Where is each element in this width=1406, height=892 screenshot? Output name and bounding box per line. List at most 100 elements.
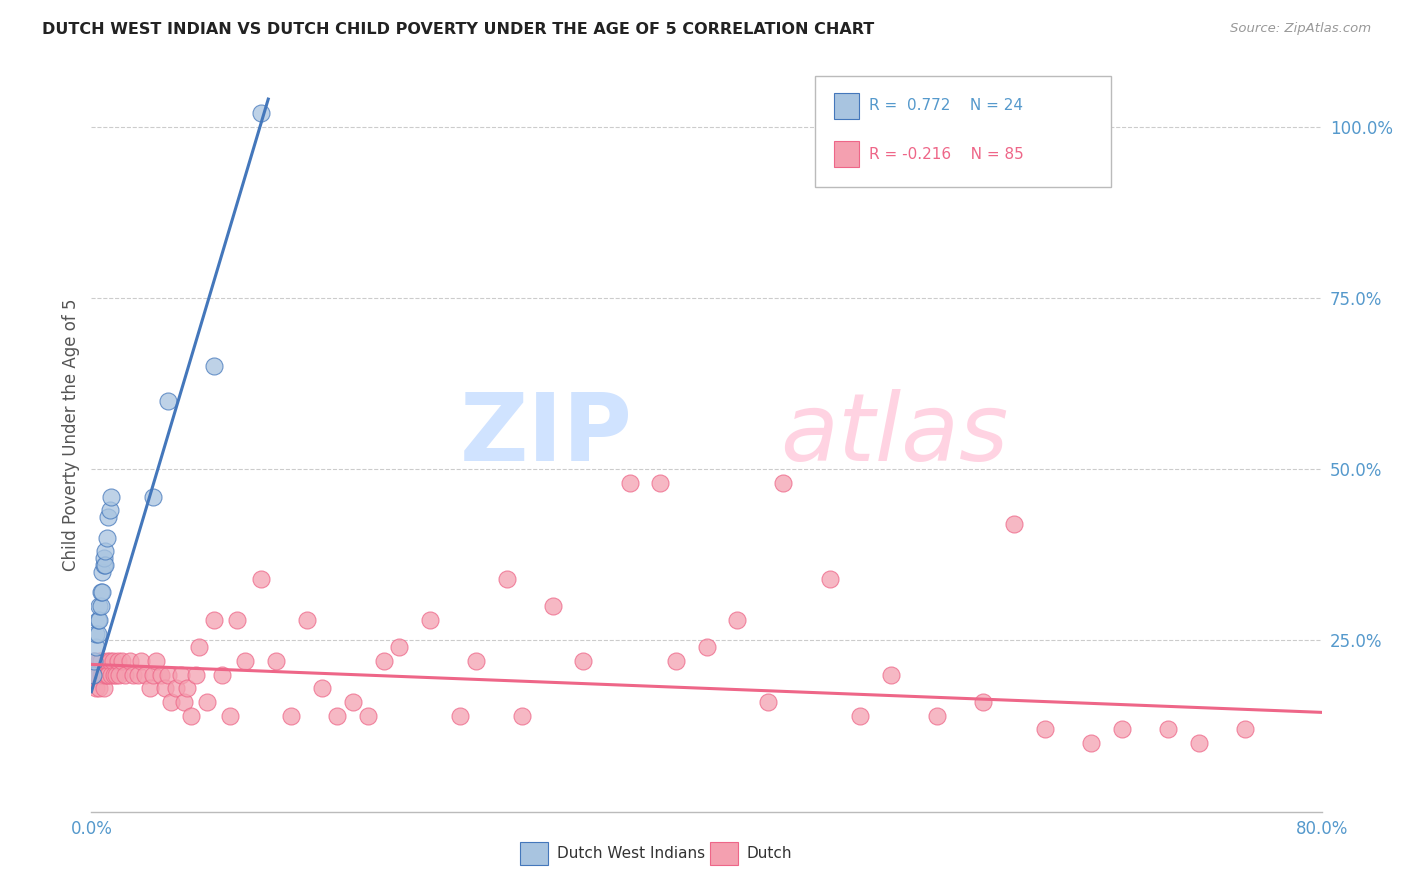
- Point: [188, 640, 211, 655]
- Point: [160, 695, 183, 709]
- Point: [86, 667, 108, 681]
- Point: [153, 681, 177, 696]
- Point: [157, 393, 180, 408]
- Point: [93, 681, 115, 696]
- Text: ZIP: ZIP: [460, 389, 633, 481]
- Point: [619, 475, 641, 490]
- Point: [129, 654, 152, 668]
- Point: [84, 640, 107, 655]
- Point: [464, 654, 486, 668]
- Point: [756, 695, 779, 709]
- Point: [91, 667, 114, 681]
- Text: DUTCH WEST INDIAN VS DUTCH CHILD POVERTY UNDER THE AGE OF 5 CORRELATION CHART: DUTCH WEST INDIAN VS DUTCH CHILD POVERTY…: [42, 22, 875, 37]
- Point: [82, 667, 104, 681]
- Point: [86, 613, 108, 627]
- Point: [357, 708, 380, 723]
- Point: [725, 613, 748, 627]
- Y-axis label: Child Poverty Under the Age of 5: Child Poverty Under the Age of 5: [62, 299, 80, 571]
- Point: [280, 708, 302, 723]
- Point: [510, 708, 533, 723]
- Text: Dutch: Dutch: [747, 847, 792, 861]
- Point: [165, 681, 187, 696]
- Point: [495, 572, 517, 586]
- Point: [249, 572, 271, 586]
- Text: atlas: atlas: [780, 389, 1008, 481]
- Point: [202, 613, 225, 627]
- Point: [87, 599, 110, 614]
- Point: [226, 613, 249, 627]
- Point: [118, 654, 141, 668]
- Point: [87, 613, 110, 627]
- Point: [84, 667, 107, 681]
- Point: [90, 667, 112, 681]
- Point: [419, 613, 441, 627]
- Point: [90, 585, 112, 599]
- Point: [211, 667, 233, 681]
- Point: [572, 654, 595, 668]
- Point: [449, 708, 471, 723]
- Point: [326, 708, 349, 723]
- Point: [972, 695, 994, 709]
- Point: [122, 667, 145, 681]
- Point: [93, 551, 115, 566]
- Point: [176, 681, 198, 696]
- Point: [1002, 516, 1025, 531]
- Point: [772, 475, 794, 490]
- Point: [373, 654, 395, 668]
- Point: [311, 681, 333, 696]
- Point: [84, 626, 107, 640]
- Point: [388, 640, 411, 655]
- Point: [157, 667, 180, 681]
- Point: [98, 503, 121, 517]
- Point: [818, 572, 841, 586]
- Point: [149, 667, 172, 681]
- Point: [665, 654, 688, 668]
- Point: [83, 654, 105, 668]
- Point: [96, 531, 118, 545]
- Point: [139, 681, 162, 696]
- Point: [97, 667, 120, 681]
- Point: [134, 667, 156, 681]
- Point: [93, 558, 115, 572]
- Point: [98, 654, 121, 668]
- Point: [849, 708, 872, 723]
- Point: [94, 667, 117, 681]
- Point: [880, 667, 903, 681]
- Point: [90, 599, 112, 614]
- Point: [94, 558, 117, 572]
- Point: [91, 565, 114, 579]
- Point: [107, 654, 129, 668]
- Point: [927, 708, 949, 723]
- Point: [96, 667, 118, 681]
- Point: [1187, 736, 1209, 750]
- Point: [142, 667, 165, 681]
- Point: [114, 667, 136, 681]
- Point: [87, 654, 110, 668]
- Point: [90, 654, 112, 668]
- Text: Source: ZipAtlas.com: Source: ZipAtlas.com: [1230, 22, 1371, 36]
- Point: [1111, 723, 1133, 737]
- Point: [83, 654, 105, 668]
- Point: [97, 510, 120, 524]
- Point: [96, 654, 118, 668]
- Point: [101, 654, 124, 668]
- Text: R = -0.216    N = 85: R = -0.216 N = 85: [869, 146, 1024, 161]
- Point: [202, 359, 225, 374]
- Point: [87, 681, 110, 696]
- Point: [1157, 723, 1180, 737]
- Point: [142, 490, 165, 504]
- Point: [195, 695, 218, 709]
- Point: [111, 654, 134, 668]
- Point: [218, 708, 240, 723]
- Point: [184, 667, 207, 681]
- Point: [233, 654, 256, 668]
- Point: [650, 475, 672, 490]
- Point: [249, 105, 271, 120]
- Point: [173, 695, 195, 709]
- Point: [127, 667, 149, 681]
- Point: [169, 667, 191, 681]
- Point: [94, 544, 117, 558]
- Point: [295, 613, 318, 627]
- Point: [1233, 723, 1256, 737]
- Point: [264, 654, 287, 668]
